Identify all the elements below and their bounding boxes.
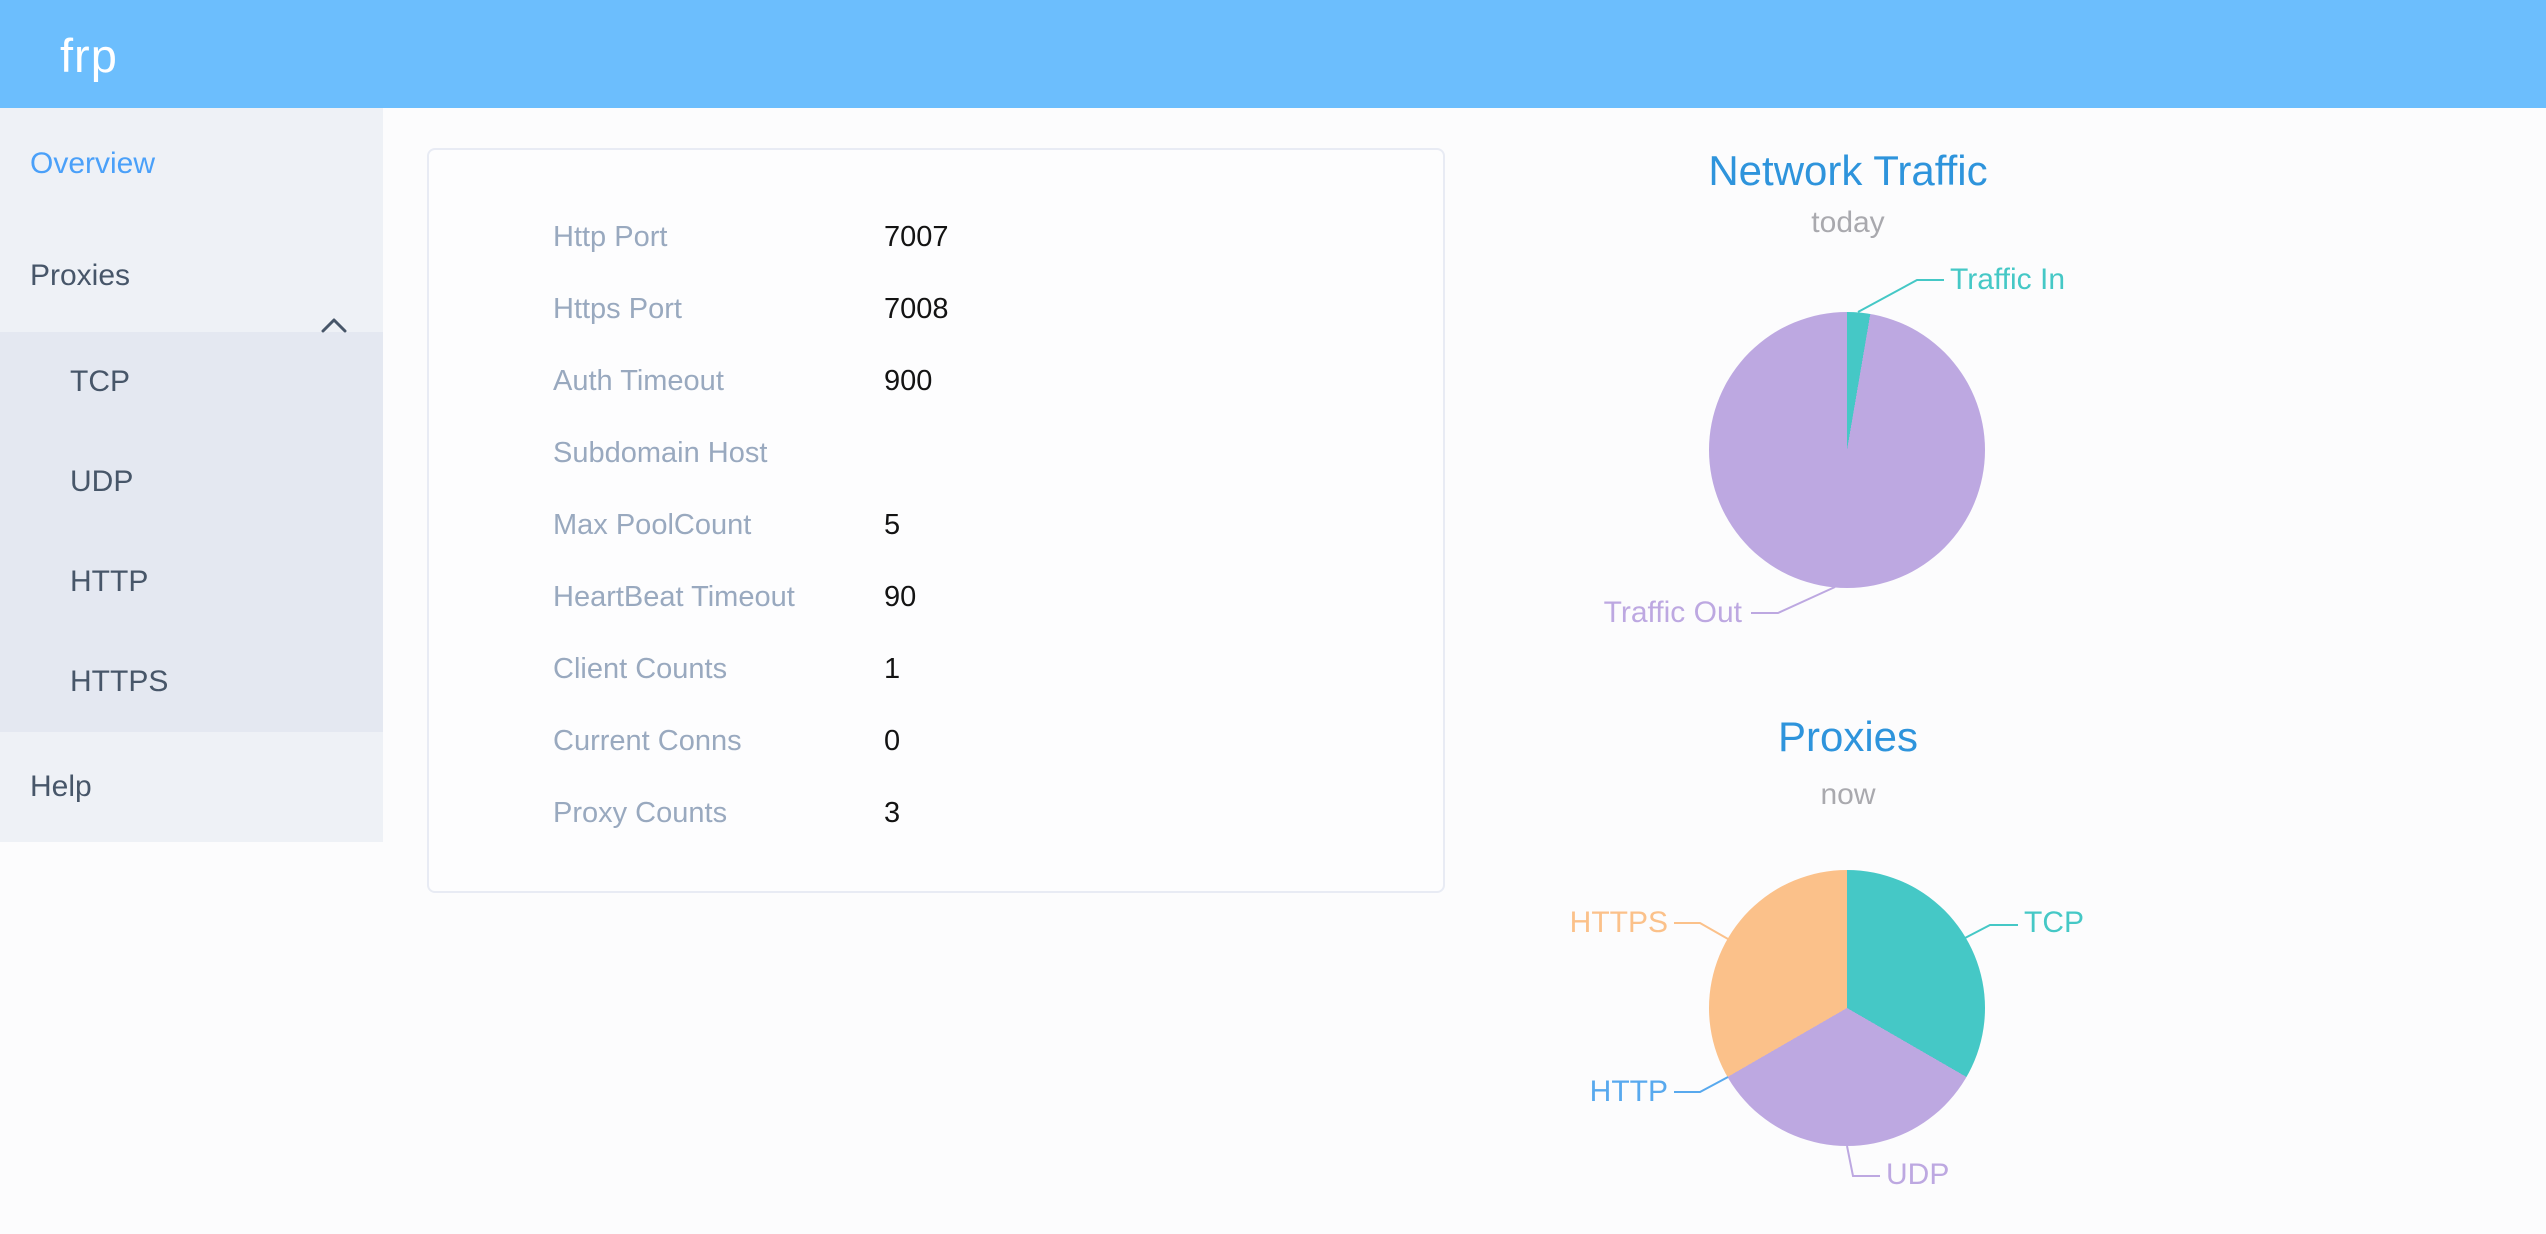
- pie-label-udp: UDP: [1886, 1158, 1950, 1191]
- config-label: Http Port: [553, 221, 668, 253]
- config-row-http-port: Http Port 7007: [429, 201, 1443, 273]
- pie-label-traffic-out: Traffic Out: [1603, 596, 1742, 629]
- proxies-title: Proxies: [1777, 713, 1919, 760]
- network-traffic-subtitle: today: [1811, 206, 1885, 239]
- chevron-up-icon: [321, 268, 347, 380]
- sidebar-item-label: TCP: [70, 365, 130, 398]
- proxies-submenu: TCP UDP HTTP HTTPS: [0, 332, 383, 732]
- config-value: 900: [884, 365, 933, 397]
- network-traffic-pie-chart[interactable]: [1709, 312, 1985, 588]
- config-row-max-poolcount: Max PoolCount 5: [429, 489, 1443, 561]
- config-value: 7008: [884, 293, 949, 325]
- config-row-client-counts: Client Counts 1: [429, 633, 1443, 705]
- sidebar-item-udp[interactable]: UDP: [0, 432, 383, 532]
- sidebar-item-label: UDP: [70, 465, 134, 498]
- sidebar-item-label: Proxies: [30, 259, 131, 292]
- network-traffic-title: Network Traffic: [1708, 147, 1988, 194]
- config-label: Max PoolCount: [553, 509, 752, 541]
- sidebar-item-label: HTTP: [70, 565, 149, 598]
- config-value: 7007: [884, 221, 949, 253]
- proxies-subtitle: now: [1820, 778, 1876, 811]
- sidebar-item-label: Overview: [30, 147, 156, 180]
- pie-label-http: HTTP: [1589, 1075, 1668, 1108]
- server-config-card: Http Port 7007 Https Port 7008 Auth Time…: [427, 148, 1445, 893]
- config-row-heartbeat-timeout: HeartBeat Timeout 90: [429, 561, 1443, 633]
- pie-label-traffic-in: Traffic In: [1950, 263, 2066, 296]
- config-label: Auth Timeout: [553, 365, 724, 397]
- top-header-bar: frp: [0, 0, 2546, 108]
- proxies-pie-chart[interactable]: [1709, 870, 1985, 1146]
- sidebar-item-label: HTTPS: [70, 665, 169, 698]
- sidebar-item-overview[interactable]: Overview: [0, 108, 383, 220]
- sidebar-item-tcp[interactable]: TCP: [0, 332, 383, 432]
- config-value: 1: [884, 653, 901, 685]
- config-label: HeartBeat Timeout: [553, 581, 795, 613]
- config-label: Proxy Counts: [553, 797, 728, 829]
- config-label: Subdomain Host: [553, 437, 768, 469]
- config-value: 3: [884, 797, 901, 829]
- config-value: 5: [884, 509, 901, 541]
- pie-label-tcp: TCP: [2024, 906, 2084, 939]
- config-row-current-conns: Current Conns 0: [429, 705, 1443, 777]
- sidebar-item-help[interactable]: Help: [0, 732, 383, 842]
- sidebar-nav: Overview Proxies TCP UDP HTTP HTTPS Help: [0, 108, 383, 842]
- sidebar-item-https[interactable]: HTTPS: [0, 632, 383, 732]
- config-row-subdomain-host: Subdomain Host: [429, 417, 1443, 489]
- pie-label-https: HTTPS: [1569, 906, 1668, 939]
- sidebar-item-proxies[interactable]: Proxies: [0, 220, 383, 333]
- sidebar-item-http[interactable]: HTTP: [0, 532, 383, 632]
- config-value: 90: [884, 581, 917, 613]
- config-label: Current Conns: [553, 725, 742, 757]
- frp-logo: frp: [60, 29, 118, 82]
- sidebar-item-label: Help: [30, 770, 92, 803]
- config-row-proxy-counts: Proxy Counts 3: [429, 777, 1443, 849]
- config-label: Https Port: [553, 293, 682, 325]
- config-row-auth-timeout: Auth Timeout 900: [429, 345, 1443, 417]
- config-value: 0: [884, 725, 901, 757]
- config-label: Client Counts: [553, 653, 728, 685]
- config-row-https-port: Https Port 7008: [429, 273, 1443, 345]
